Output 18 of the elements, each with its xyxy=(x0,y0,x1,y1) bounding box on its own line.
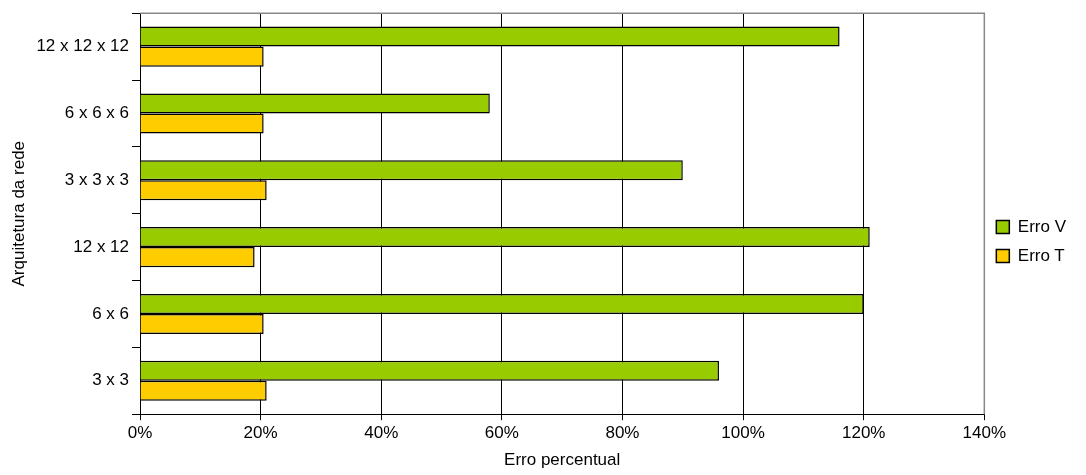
x-tick-label: 20% xyxy=(243,423,278,443)
x-tick-label: 100% xyxy=(721,423,765,443)
x-axis-title: Erro percentual xyxy=(504,450,621,470)
y-axis-title: Arquitetura da rede xyxy=(8,140,28,287)
x-tick-label: 60% xyxy=(484,423,519,443)
x-tick-label: 40% xyxy=(364,423,399,443)
legend-label: Erro V xyxy=(1017,216,1067,236)
y-tick-label: 12 x 12 xyxy=(73,236,130,256)
y-tick-label: 6 x 6 xyxy=(92,303,130,323)
x-tick-label: 0% xyxy=(127,423,153,443)
y-tick-label: 3 x 3 xyxy=(92,370,130,390)
x-tick-label: 120% xyxy=(841,423,886,443)
y-tick-label: 6 x 6 x 6 xyxy=(64,103,130,123)
x-tick-label: 140% xyxy=(962,423,1007,443)
y-tick-label: 3 x 3 x 3 xyxy=(64,169,130,189)
x-tick-label: 80% xyxy=(605,423,640,443)
y-tick-label: 12 x 12 x 12 xyxy=(36,36,130,56)
legend-label: Erro T xyxy=(1017,245,1065,265)
